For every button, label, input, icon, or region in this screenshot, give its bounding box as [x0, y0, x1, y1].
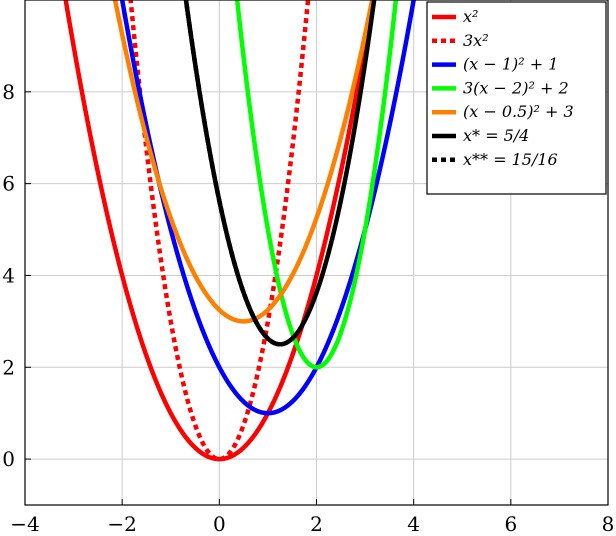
legend-label-3: 3(x − 2)² + 2 — [463, 78, 569, 97]
x-tick-label: 4 — [407, 512, 420, 536]
x-tick-label: 0 — [213, 512, 226, 536]
y-tick-label: 4 — [2, 263, 15, 287]
y-tick-label: 0 — [2, 447, 15, 471]
x-tick-label: 8 — [602, 512, 615, 536]
x-tick-label: −2 — [107, 512, 136, 536]
legend-label-6: x** = 15/16 — [463, 150, 558, 169]
curves — [63, 0, 416, 462]
y-tick-label: 2 — [2, 355, 15, 379]
series-line-5 — [183, 0, 377, 347]
legend-label-2: (x − 1)² + 1 — [463, 55, 558, 74]
legend-box — [426, 1, 607, 195]
x-tick-label: 2 — [310, 512, 323, 536]
ticks — [24, 91, 609, 505]
series-line-4 — [112, 0, 375, 324]
legend-label-0: x² — [463, 7, 478, 26]
legend-label-5: x* = 5/4 — [463, 126, 529, 145]
legend: x² 3x² (x − 1)² + 1 3(x − 2)² + 2 (x − 0.5)²… — [426, 1, 607, 195]
tick-labels: −4 −2 0 2 4 6 8 0 2 4 6 8 — [2, 80, 614, 536]
legend-label-4: (x − 0.5)² + 3 — [463, 102, 574, 121]
y-tick-label: 8 — [2, 80, 15, 104]
series-line-3 — [234, 0, 399, 370]
y-tick-label: 6 — [2, 172, 15, 196]
x-tick-label: 6 — [504, 512, 517, 536]
x-tick-label: −4 — [10, 512, 39, 536]
series-line-0 — [63, 0, 376, 462]
legend-label-1: 3x² — [463, 31, 489, 50]
